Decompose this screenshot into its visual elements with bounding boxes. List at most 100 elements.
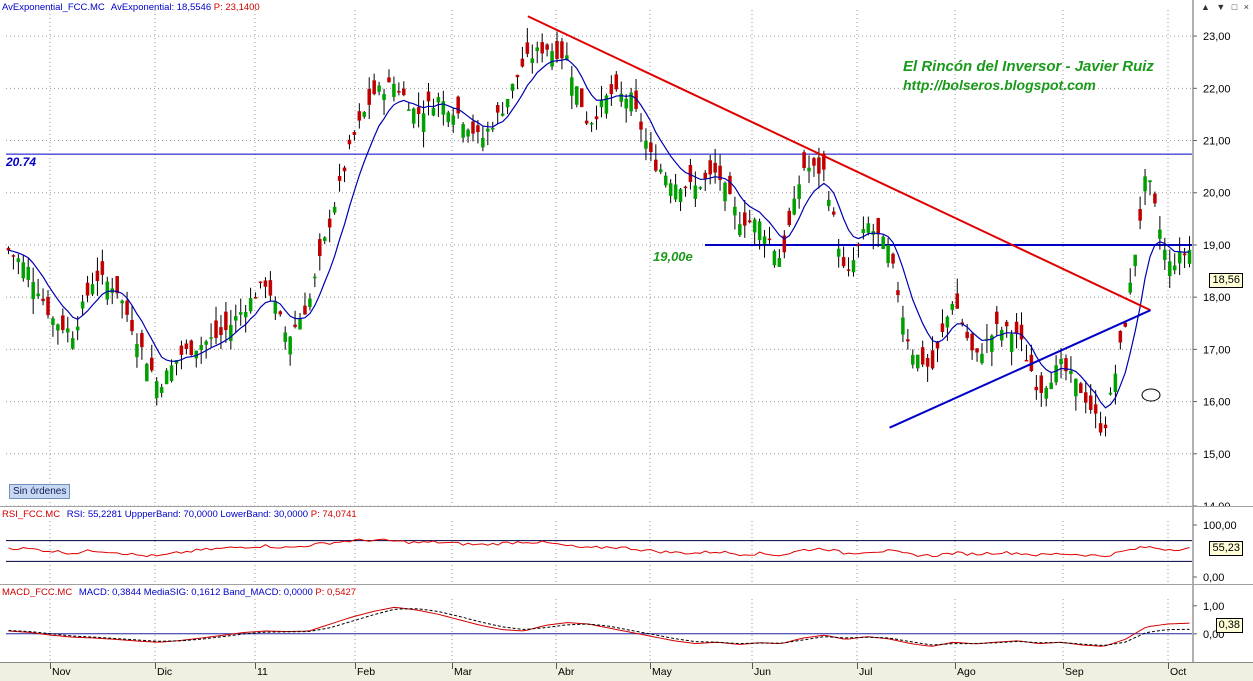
candle-body <box>659 169 663 173</box>
candle-body <box>990 335 994 352</box>
candle-body <box>1034 386 1039 391</box>
candle-body <box>520 58 525 67</box>
candle-body <box>812 158 816 166</box>
price-chart[interactable]: 23,00 22,00 21,00 20,00 19,00 18,00 17,00 16,00… <box>0 0 1253 506</box>
candle-body <box>263 280 268 287</box>
price-y-tick-label: 22,00 <box>1203 83 1231 95</box>
candle-body <box>1064 358 1068 372</box>
candle-body <box>841 257 846 267</box>
month-tick <box>255 663 256 669</box>
orders-button[interactable]: Sin órdenes <box>9 484 71 499</box>
time-axis[interactable]: Nov Dic 11 Feb Mar Abr May Jun Jul Ago Sep Oct <box>0 662 1253 681</box>
window-controls[interactable]: ▲ ▼ □ × <box>1200 2 1251 12</box>
price-pane[interactable]: 23,00 22,00 21,00 20,00 19,00 18,00 17,00 16,00… <box>0 0 1253 506</box>
candle-body <box>614 74 619 90</box>
candle-body <box>224 311 228 331</box>
candle-body <box>1098 423 1103 433</box>
month-label: May <box>652 666 672 678</box>
month-tick <box>155 663 156 669</box>
candle-body <box>752 219 757 233</box>
candle-body <box>505 98 510 108</box>
candle-body <box>1187 249 1192 264</box>
candle-body <box>70 338 75 349</box>
candle-body <box>80 301 85 309</box>
candle-body <box>881 236 885 250</box>
candle-body <box>757 221 762 241</box>
signal-circle <box>1141 388 1161 402</box>
candle-body <box>738 224 742 236</box>
candle-body <box>318 239 322 256</box>
candle-body <box>728 175 732 194</box>
candle-body <box>827 199 831 207</box>
candle-body <box>1153 193 1157 204</box>
candle-body <box>125 300 129 315</box>
candle-body <box>219 327 223 336</box>
candle-body <box>703 172 707 179</box>
candle-body <box>1079 383 1083 394</box>
month-tick <box>857 663 858 669</box>
rsi-chart[interactable]: 100,00 0,00 <box>0 507 1253 585</box>
trendline-soporte <box>889 309 1151 429</box>
trendline-resistencia <box>527 15 1151 312</box>
month-label: Ago <box>957 666 976 678</box>
candle-body <box>747 220 752 223</box>
candle-body <box>1123 322 1128 327</box>
candle-body <box>199 344 203 350</box>
candle-body <box>817 157 821 174</box>
candle-body <box>327 218 332 228</box>
candle-body <box>866 223 871 233</box>
month-tick <box>752 663 753 669</box>
candle-body <box>896 290 900 296</box>
month-label: Nov <box>52 666 71 678</box>
candle-body <box>347 139 352 145</box>
candle-body <box>140 333 144 348</box>
candle-body <box>481 137 485 148</box>
candle-body <box>663 175 668 186</box>
candle-body <box>421 113 426 133</box>
candle-body <box>466 129 470 137</box>
candle-body <box>461 124 465 138</box>
candle-body <box>802 152 806 169</box>
candle-body <box>649 142 653 153</box>
month-label: Mar <box>454 666 473 678</box>
candle-body <box>950 303 955 310</box>
candle-body <box>298 318 302 330</box>
candle-body <box>100 261 105 275</box>
candle-body <box>382 94 386 100</box>
candle-body <box>36 293 40 297</box>
candle-body <box>945 316 950 328</box>
rsi-pane[interactable]: 100,00 0,00 RSI_FCC.MC RSI: 55,2281 Upppe… <box>0 506 1253 585</box>
last-price-badge: 18,56 <box>1209 273 1243 288</box>
macd-p-value: P: 0,5427 <box>315 587 357 598</box>
candle-body <box>1133 254 1137 266</box>
candle-body <box>1158 229 1162 239</box>
candle-body <box>120 300 124 304</box>
price-y-tick-label: 20,00 <box>1203 188 1231 200</box>
candle-body <box>930 350 935 369</box>
macd-pane[interactable]: 1,00 0,00 MACD_FCC.MC MACD: 0,3844 MediaS… <box>0 584 1253 663</box>
candle-body <box>579 88 584 108</box>
candle-body <box>204 341 208 345</box>
candle-body <box>308 298 312 308</box>
candle-body <box>1143 176 1147 192</box>
candle-body <box>61 315 65 331</box>
candle-body <box>130 319 134 332</box>
candle-body <box>846 269 851 271</box>
candle-body <box>1088 395 1093 410</box>
candle-body <box>397 91 401 93</box>
price-y-tick-label: 19,00 <box>1203 240 1231 252</box>
candle-body <box>589 122 594 125</box>
candle-body <box>1004 321 1009 327</box>
rsi-line <box>8 538 1190 558</box>
candle-body <box>243 311 248 318</box>
candle-body <box>402 88 406 96</box>
month-label: Sep <box>1065 666 1084 678</box>
candle-body <box>495 105 500 113</box>
candle-body <box>836 248 841 257</box>
candle-body <box>105 281 110 300</box>
candle-body <box>639 121 643 130</box>
candle-body <box>560 41 564 59</box>
candle-body <box>1128 282 1132 293</box>
candle-body <box>426 91 431 102</box>
candle-body <box>406 109 411 111</box>
